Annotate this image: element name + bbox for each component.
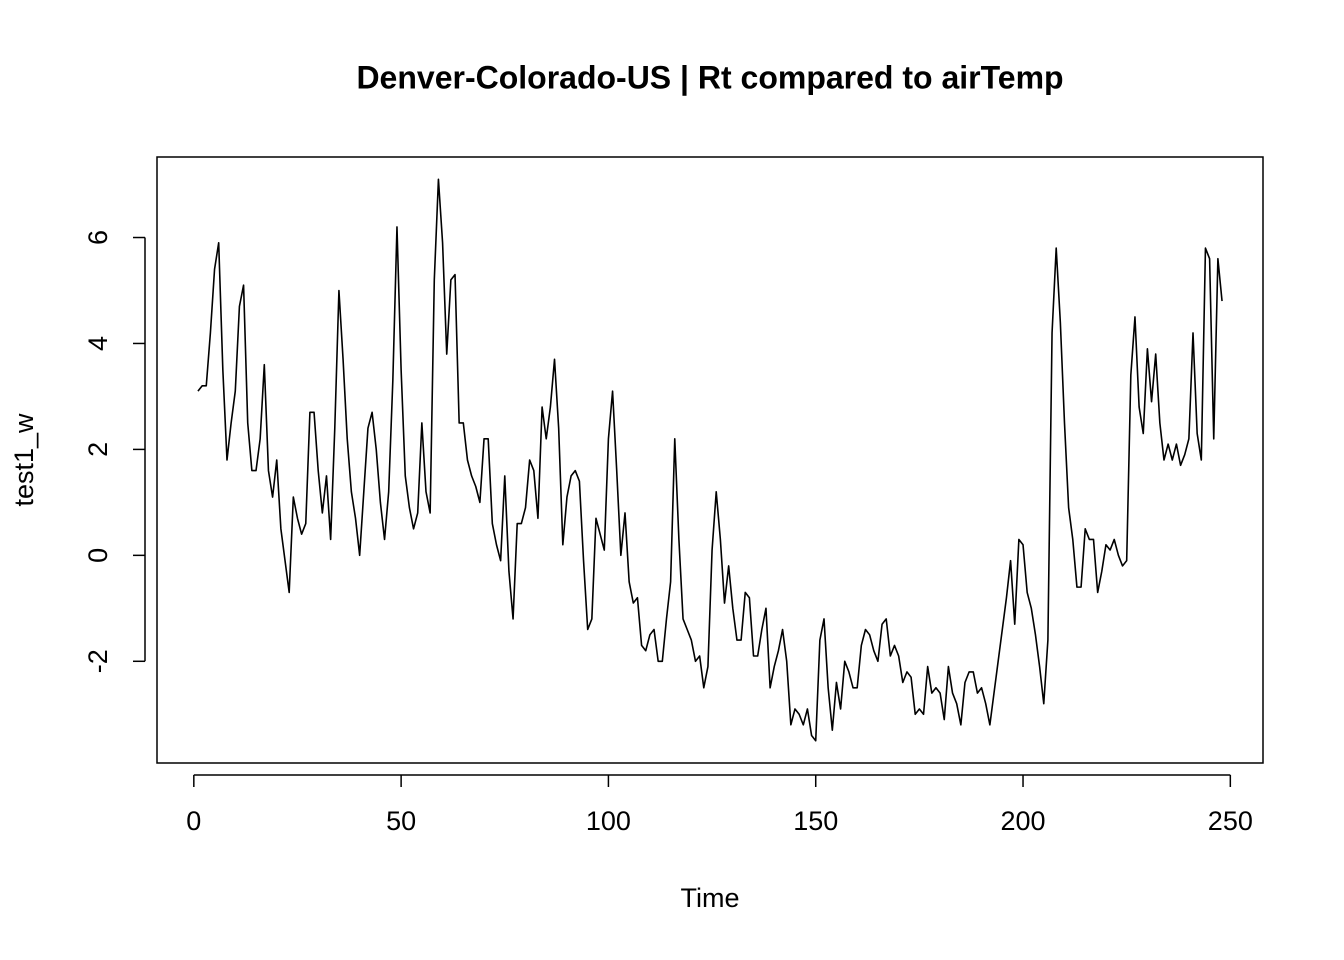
plot-box <box>156 156 1264 764</box>
y-tick-label: 6 <box>83 230 113 245</box>
y-tick-label: 4 <box>83 336 113 351</box>
x-tick-label: 200 <box>1000 806 1045 836</box>
x-axis-label: Time <box>681 883 740 913</box>
y-tick-label: 2 <box>83 442 113 457</box>
x-tick-label: 150 <box>793 806 838 836</box>
x-tick-label: 0 <box>186 806 201 836</box>
chart-title: Denver-Colorado-US | Rt compared to airT… <box>356 59 1063 95</box>
x-tick-label: 250 <box>1208 806 1253 836</box>
y-tick-label: -2 <box>83 649 113 673</box>
x-tick-label: 50 <box>386 806 416 836</box>
x-tick-label: 100 <box>586 806 631 836</box>
y-axis-label: test1_w <box>9 413 39 507</box>
data-line <box>197 178 1223 742</box>
y-tick-label: 0 <box>83 548 113 563</box>
